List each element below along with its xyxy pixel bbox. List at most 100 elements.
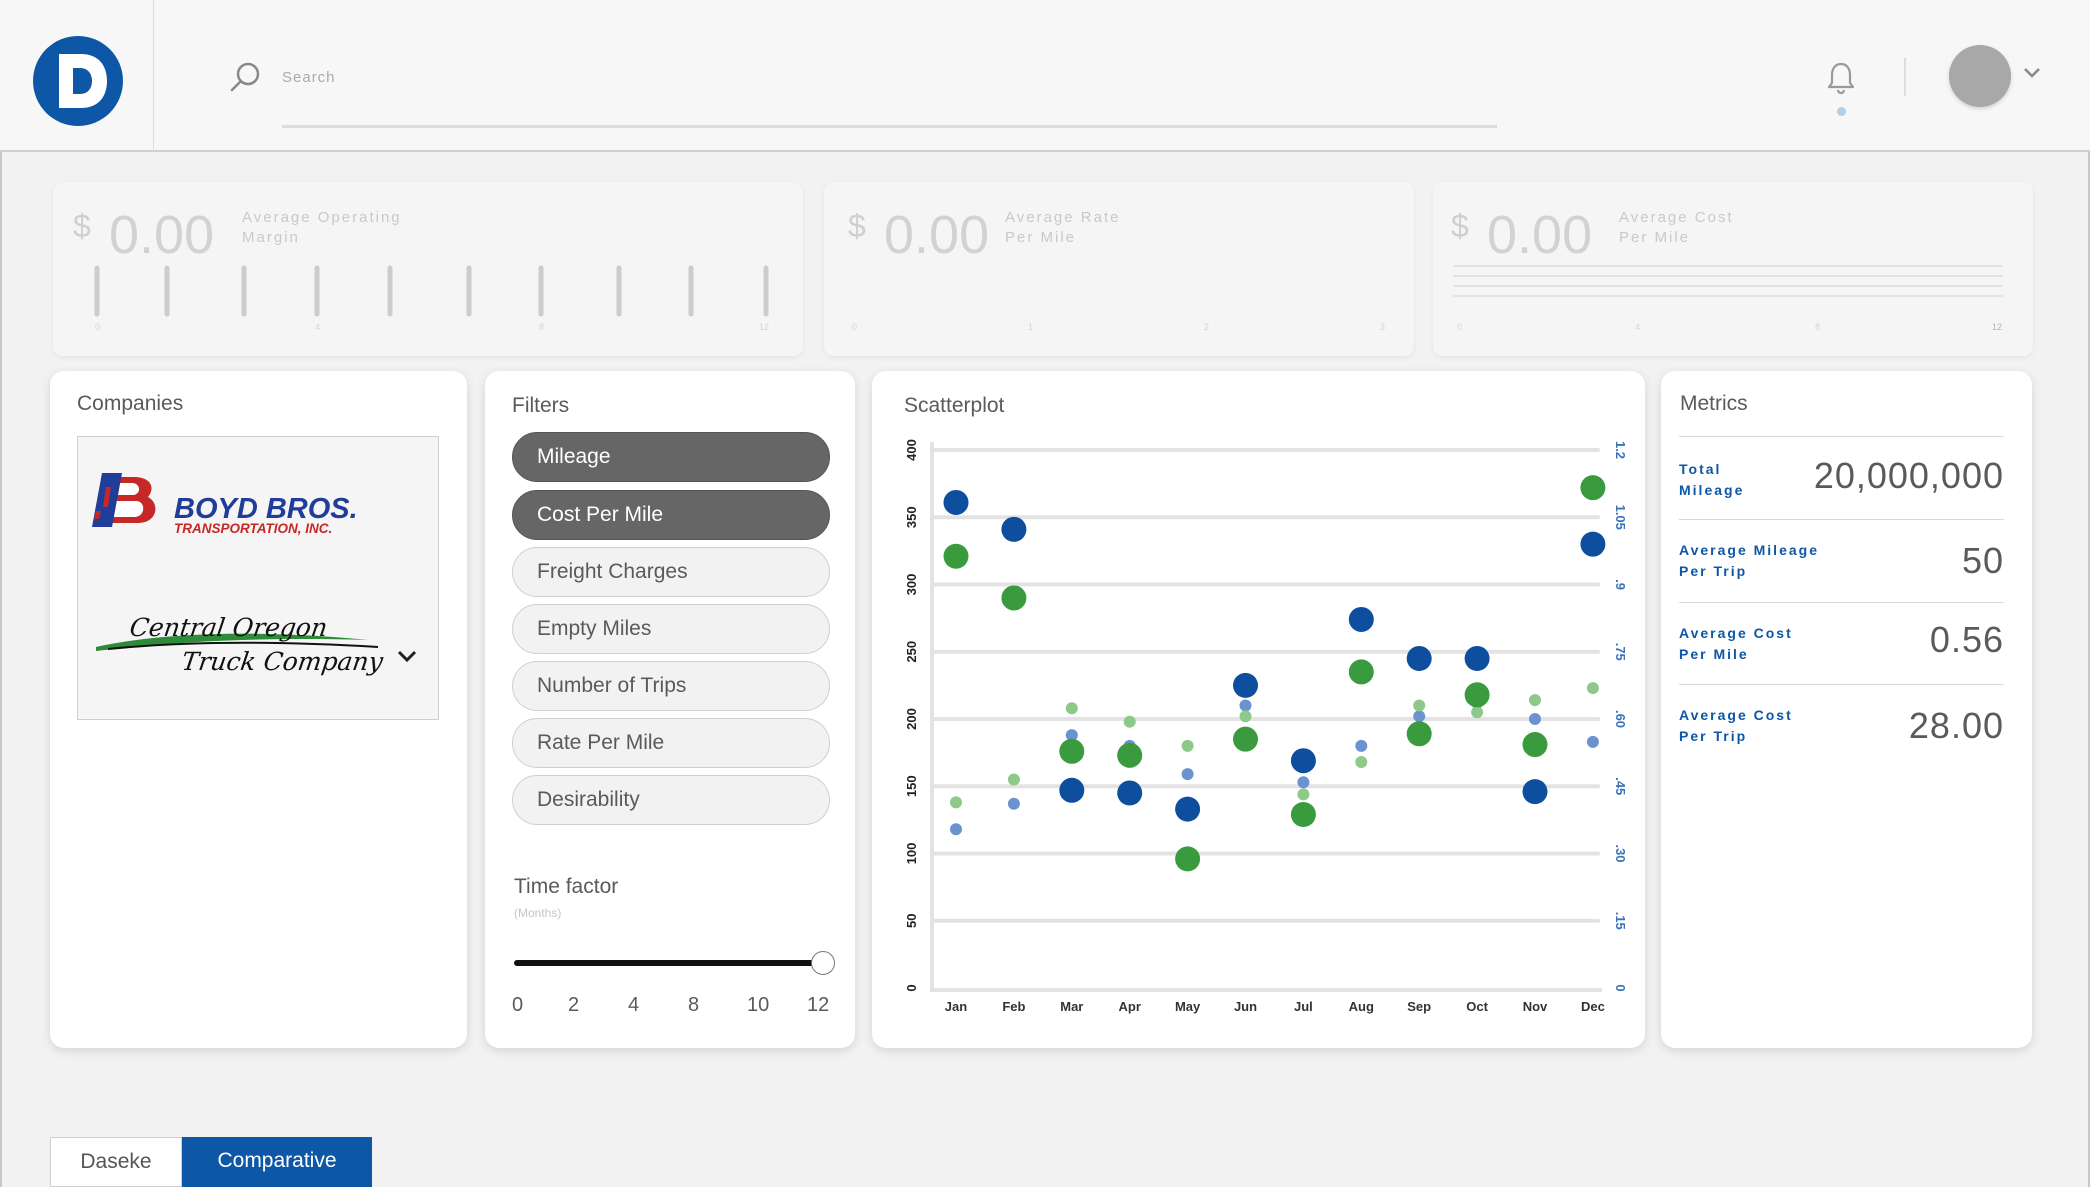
x-tick-label: Jul (1294, 999, 1313, 1014)
metric-average-mileage-per-trip: Average Mileage Per Trip 50 (1679, 519, 2004, 602)
filter-number-of-trips[interactable]: Number of Trips (512, 661, 830, 711)
filters-title: Filters (512, 394, 570, 417)
y2-tick-label: .45 (1613, 777, 1628, 795)
metric-label: Average Cost Per Mile (1679, 625, 1793, 662)
search-input[interactable] (282, 64, 1497, 128)
stat-label: Average Rate Per Mile (1005, 209, 1121, 246)
filter-cost-per-mile[interactable]: Cost Per Mile (512, 490, 830, 540)
scatter-point (1413, 710, 1426, 723)
scatter-point (1413, 699, 1426, 712)
scatter-point (1586, 735, 1599, 748)
y2-tick-label: .9 (1613, 579, 1628, 590)
scatter-point (943, 543, 969, 569)
time-factor-slider-thumb[interactable] (811, 951, 835, 975)
stat-card-rate-per-mile: $ 0.00 Average Rate Per Mile 0 1 2 3 (824, 182, 1414, 356)
y-tick-label: 300 (904, 574, 919, 596)
scatter-point (1529, 694, 1541, 707)
scatter-point (1297, 788, 1310, 801)
central-oregon-subtitle: Truck Company (179, 647, 385, 676)
scatter-point (1586, 682, 1599, 695)
metric-value: 50 (1961, 540, 2004, 581)
scatter-point (1464, 682, 1490, 708)
daseke-logo[interactable] (33, 36, 123, 126)
scatter-point (943, 489, 969, 515)
scatter-point (1001, 585, 1027, 611)
scatter-point (1065, 729, 1078, 742)
slider-tick: 0 (512, 994, 524, 1016)
time-factor-unit: (Months) (514, 906, 562, 920)
scatter-point (1522, 732, 1548, 758)
scatter-point (1471, 706, 1484, 719)
y-tick-label: 0 (904, 984, 919, 991)
stat-bars (94, 265, 769, 317)
slider-tick: 12 (807, 994, 830, 1016)
stat-value: 0.00 (109, 205, 215, 265)
metric-value: 28.00 (1908, 705, 2004, 746)
scatter-point (1059, 777, 1085, 803)
stat-lines (1453, 265, 2003, 297)
scatter-point (1355, 756, 1368, 769)
slider-tick: 8 (688, 994, 700, 1016)
x-tick-label: Jun (1234, 999, 1257, 1014)
boyd-bros-logo-icon (92, 473, 156, 527)
scatter-point (1175, 846, 1201, 872)
filter-mileage[interactable]: Mileage (512, 432, 830, 482)
scatterplot-title: Scatterplot (904, 394, 1005, 417)
metric-value: 20,000,000 (1813, 455, 2004, 496)
main-area (0, 152, 2090, 1187)
metric-average-cost-per-mile: Average Cost Per Mile 0.56 (1679, 602, 2004, 684)
metric-label: Total Mileage (1679, 461, 1745, 498)
scatter-point (1181, 739, 1194, 752)
tab-daseke[interactable]: Daseke (50, 1137, 182, 1187)
scatter-point (1355, 739, 1368, 752)
metrics-title: Metrics (1680, 392, 1748, 415)
filter-desirability[interactable]: Desirability (512, 775, 830, 825)
company-logos (92, 473, 156, 527)
scatter-point (1059, 738, 1085, 764)
company-selector[interactable]: BOYD BROS. TRANSPORTATION, INC. Central … (77, 436, 439, 720)
filter-empty-miles[interactable]: Empty Miles (512, 604, 830, 654)
central-oregon-name: Central Oregon (127, 613, 330, 642)
x-tick-label: Aug (1349, 999, 1374, 1014)
top-header (0, 0, 2090, 152)
time-factor-title: Time factor (514, 875, 619, 898)
y-tick-label: 250 (904, 641, 919, 663)
x-tick-label: May (1175, 999, 1201, 1014)
search-icon[interactable] (228, 60, 264, 101)
metric-average-cost-per-trip: Average Cost Per Trip 28.00 (1679, 684, 2004, 764)
scatter-point (1290, 748, 1316, 774)
notification-dot (1837, 107, 1846, 116)
bell-icon[interactable] (1824, 60, 1858, 101)
chevron-down-icon[interactable] (2022, 66, 2042, 85)
slider-tick: 2 (568, 994, 580, 1016)
scatter-point (1181, 768, 1194, 781)
x-tick-label: Nov (1523, 999, 1548, 1014)
scatter-point (1406, 721, 1432, 747)
x-tick-label: Mar (1060, 999, 1083, 1014)
user-avatar[interactable] (1949, 45, 2011, 107)
y-tick-label: 350 (904, 506, 919, 528)
scatter-point (1580, 531, 1606, 557)
boyd-bros-name: BOYD BROS. (174, 493, 358, 525)
filter-freight-charges[interactable]: Freight Charges (512, 547, 830, 597)
scatter-point (1001, 516, 1027, 542)
filter-rate-per-mile[interactable]: Rate Per Mile (512, 718, 830, 768)
metric-label: Average Cost Per Trip (1679, 707, 1793, 744)
x-tick-label: Sep (1407, 999, 1431, 1014)
scatter-point (1117, 742, 1143, 768)
header-divider (1904, 58, 1906, 96)
boyd-bros-subtitle: TRANSPORTATION, INC. (174, 521, 333, 536)
metric-label: Average Mileage Per Trip (1679, 542, 1819, 579)
stat-card-operating-margin: $ 0.00 Average Operating Margin 0 4 8 12 (53, 182, 803, 356)
scatter-point (1233, 672, 1258, 698)
logo-column (0, 0, 154, 152)
chevron-down-icon[interactable] (396, 649, 418, 668)
y2-tick-label: 1.2 (1613, 441, 1628, 459)
central-oregon-swoosh-icon (96, 633, 379, 651)
companies-title: Companies (77, 392, 184, 415)
scatter-point (950, 823, 962, 836)
stat-card-cost-per-mile: $ 0.00 Average Cost Per Mile 0 4 8 12 (1433, 182, 2033, 356)
stat-value: 0.00 (1487, 205, 1593, 265)
time-factor-slider-track[interactable] (514, 960, 824, 966)
tab-comparative[interactable]: Comparative (182, 1137, 372, 1187)
